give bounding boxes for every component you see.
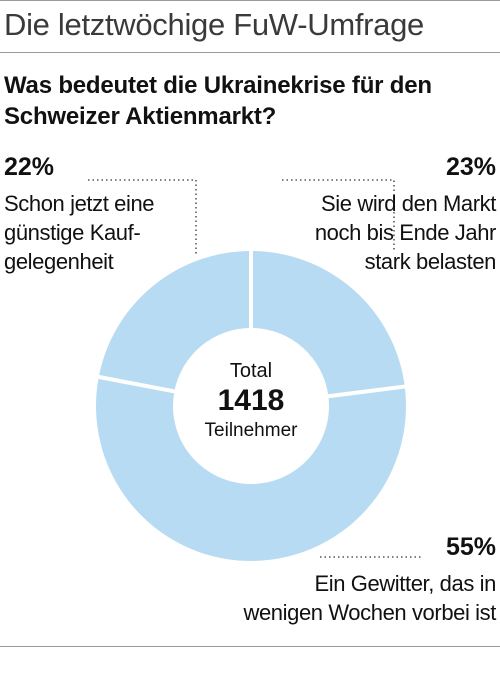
bottom-rule: [0, 646, 500, 647]
donut-slice-2: [96, 376, 406, 561]
slice-2-label: Ein Gewitter, das in wenigen Wochen vorb…: [243, 569, 496, 627]
total-label: Total: [229, 360, 273, 382]
slice-1-percent: 23%: [445, 153, 496, 181]
donut-center: Total 1418 Teilnehmer: [181, 358, 321, 444]
slice-3-label: Schon jetzt eine günstige Kauf- gelegenh…: [4, 189, 155, 276]
chart-title: Was bedeutet die Ukrainekrise für den Sc…: [4, 72, 432, 130]
slice-1-label-line: noch bis Ende Jahr: [314, 220, 497, 245]
donut-slice-1: [251, 251, 405, 397]
total-value: 1418: [217, 384, 285, 417]
slice-1-label-line: stark belasten: [364, 249, 497, 274]
leader-line-3: [88, 179, 197, 256]
slice-1-label-line: Sie wird den Markt: [321, 191, 496, 216]
leader-line-1: [282, 179, 395, 252]
slice-2-label-line: wenigen Wochen vorbei ist: [243, 600, 496, 625]
kicker: Die letztwöchige FuW-Umfrage: [4, 7, 424, 42]
slice-3-percent: 22%: [4, 153, 55, 181]
kicker-rule: [0, 52, 500, 53]
total-unit: Teilnehmer: [204, 420, 298, 441]
slice-3-label-line: günstige Kauf-: [4, 220, 141, 245]
donut-slice-3: [98, 250, 251, 392]
slice-1-label: Sie wird den Markt noch bis Ende Jahr st…: [314, 189, 497, 276]
slice-separator: [97, 374, 176, 394]
slice-2-label-line: Ein Gewitter, das in: [314, 571, 496, 596]
slice-3-label-line: Schon jetzt eine: [4, 191, 155, 216]
slice-separator: [327, 384, 407, 399]
top-rule: [0, 0, 500, 1]
slice-2-percent: 55%: [445, 533, 496, 561]
slice-3-label-line: gelegenheit: [4, 249, 114, 274]
